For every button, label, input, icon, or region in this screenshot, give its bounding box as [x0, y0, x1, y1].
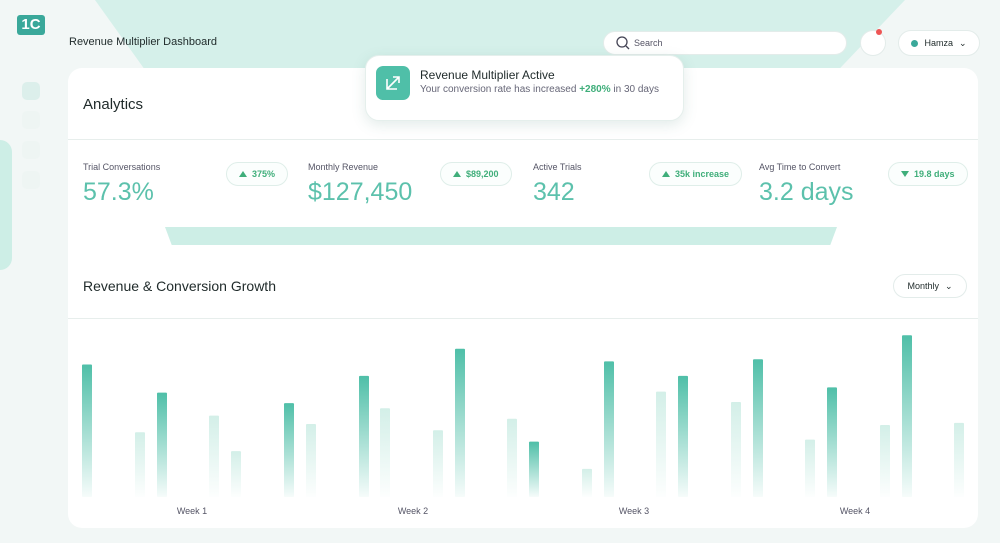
nav-icon[interactable] — [22, 111, 40, 129]
bar — [433, 430, 443, 497]
toast: Revenue Multiplier Active Your conversio… — [365, 55, 684, 121]
badge: 35k increase — [649, 162, 743, 186]
badge-text: 35k increase — [675, 169, 730, 179]
trend-arrow — [453, 171, 461, 177]
nav-icon[interactable] — [22, 171, 40, 189]
trend-arrow — [239, 171, 247, 177]
toast-title: Revenue Multiplier Active — [420, 68, 555, 82]
bar — [306, 423, 316, 497]
app-title: Revenue Multiplier Dashboard — [69, 36, 217, 48]
toast-text-part: Your conversion rate has increased — [420, 84, 577, 95]
side-accent — [0, 140, 12, 270]
bar — [529, 441, 539, 497]
bar — [902, 335, 912, 497]
bar — [135, 432, 145, 497]
trend-arrow — [901, 171, 909, 177]
bar — [678, 375, 688, 497]
stat-label: Monthly Revenue — [308, 162, 379, 172]
bar — [507, 418, 517, 497]
section-title: Analytics — [83, 96, 144, 113]
bar — [805, 439, 815, 497]
badge: 19.8 days — [888, 162, 968, 186]
chevron: ⌄ — [944, 280, 953, 291]
toast-highlight: +280% — [579, 84, 611, 95]
badge-text: 375% — [252, 169, 276, 179]
badge: $89,200 — [440, 162, 512, 186]
trend-arrow — [662, 171, 670, 177]
period-select[interactable]: Monthly ⌄ — [893, 274, 967, 298]
bar — [380, 408, 390, 497]
toast-text: Your conversion rate has increased +280%… — [420, 84, 659, 95]
bar — [731, 402, 741, 497]
bar — [359, 375, 369, 497]
chevron: ⌄ — [958, 37, 967, 48]
user-name: Hamza — [924, 38, 953, 48]
bar — [82, 364, 92, 497]
notification-button[interactable] — [860, 29, 886, 56]
search-placeholder: Search — [634, 38, 663, 48]
search-icon — [616, 36, 630, 50]
period: Monthly — [907, 281, 939, 291]
stat-label: Trial Conversations — [83, 162, 161, 172]
notification-dot — [876, 29, 882, 35]
search-box[interactable]: Search — [603, 31, 847, 55]
bar — [753, 359, 763, 497]
stat-value: $127,450 — [308, 178, 413, 206]
divider — [68, 139, 978, 140]
main-panel — [68, 68, 978, 528]
bar — [284, 403, 294, 497]
nav-icon[interactable] — [22, 82, 40, 100]
bar — [157, 392, 167, 497]
stat-value: 3.2 days — [759, 178, 854, 206]
badge-text: 19.8 days — [914, 169, 955, 179]
stat-value: 57.3% — [83, 178, 154, 206]
user-icon — [911, 39, 919, 47]
trend-icon — [386, 76, 400, 90]
stat-label: Avg Time to Convert — [759, 162, 841, 172]
badge-text: $89,200 — [466, 169, 499, 179]
bar — [582, 468, 592, 497]
bar — [880, 424, 890, 497]
bar — [604, 361, 614, 497]
x-tick-label: Week 1 — [177, 506, 207, 516]
logo[interactable]: 1C — [17, 15, 45, 35]
bar — [827, 387, 837, 497]
nav-icon[interactable] — [22, 141, 40, 159]
stats-accent — [165, 227, 837, 245]
user-menu[interactable]: Hamza ⌄ — [898, 30, 980, 56]
x-tick-label: Week 2 — [398, 506, 428, 516]
toast-icon — [376, 66, 410, 100]
section-title: Revenue & Conversion Growth — [83, 278, 276, 294]
stat-label: Active Trials — [533, 162, 582, 172]
badge: 375% — [226, 162, 289, 186]
divider — [68, 318, 978, 319]
bar — [231, 451, 241, 497]
stat-value: 342 — [533, 178, 575, 206]
toast-text-part: in 30 days — [613, 84, 659, 95]
x-tick-label: Week 4 — [840, 506, 870, 516]
bar — [656, 391, 666, 497]
bar — [455, 348, 465, 497]
bar — [209, 415, 219, 497]
bar — [954, 422, 964, 497]
x-tick-label: Week 3 — [619, 506, 649, 516]
